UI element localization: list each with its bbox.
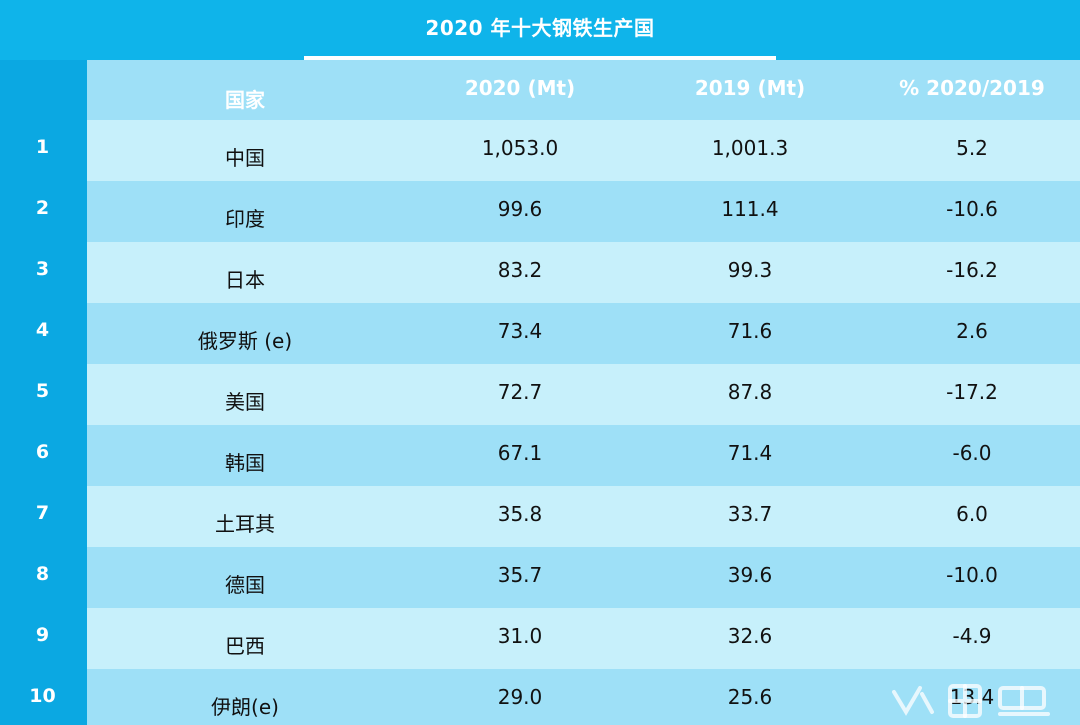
- header-country: 国家: [225, 88, 265, 112]
- rank-number: 2: [35, 197, 50, 219]
- table-row: 中国 1,053.0 1,001.3 5.2: [87, 120, 1080, 181]
- value-2020-cell: 35.8: [497, 502, 543, 526]
- country-cell: 德国: [225, 573, 265, 597]
- watermark-logo: [892, 684, 1050, 718]
- title-bar: 2020 年十大钢铁生产国: [0, 0, 1080, 61]
- value-2019-cell: 32.6: [727, 624, 773, 648]
- value-2019-cell: 99.3: [727, 258, 773, 282]
- country-cell: 伊朗(e): [211, 695, 279, 719]
- country-cell: 土耳其: [215, 512, 275, 536]
- value-2020-cell: 35.7: [497, 563, 543, 587]
- pct-change-cell: 13.4: [949, 685, 995, 709]
- rank-number: 5: [35, 380, 50, 402]
- value-2020-cell: 73.4: [497, 319, 543, 343]
- value-2020-cell: 99.6: [497, 197, 543, 221]
- pct-change-cell: -10.6: [946, 197, 998, 221]
- country-cell: 美国: [225, 390, 265, 414]
- table-row: 巴西 31.0 32.6 -4.9: [87, 608, 1080, 669]
- pct-change-cell: -10.0: [946, 563, 998, 587]
- value-2019-cell: 87.8: [727, 380, 773, 404]
- value-2019-cell: 1,001.3: [711, 136, 789, 160]
- rank-number: 8: [35, 563, 50, 585]
- country-cell: 印度: [225, 207, 265, 231]
- value-2020-cell: 1,053.0: [481, 136, 559, 160]
- table-row: 德国 35.7 39.6 -10.0: [87, 547, 1080, 608]
- rank-number: 6: [35, 441, 50, 463]
- table-header: 国家 2020 (Mt) 2019 (Mt) % 2020/2019: [87, 60, 1080, 120]
- table-row: 日本 83.2 99.3 -16.2: [87, 242, 1080, 303]
- rank-number: 7: [35, 502, 50, 524]
- header-2020: 2020 (Mt): [464, 76, 576, 100]
- value-2019-cell: 111.4: [721, 197, 779, 221]
- value-2019-cell: 39.6: [727, 563, 773, 587]
- value-2020-cell: 29.0: [497, 685, 543, 709]
- value-2020-cell: 72.7: [497, 380, 543, 404]
- country-cell: 巴西: [225, 634, 265, 658]
- header-pct: % 2020/2019: [899, 76, 1045, 100]
- table-row: 俄罗斯 (e) 73.4 71.6 2.6: [87, 303, 1080, 364]
- value-2019-cell: 71.4: [727, 441, 773, 465]
- value-2019-cell: 71.6: [727, 319, 773, 343]
- rank-number: 1: [35, 136, 50, 158]
- value-2020-cell: 67.1: [497, 441, 543, 465]
- table-row: 韩国 67.1 71.4 -6.0: [87, 425, 1080, 486]
- rank-number: 10: [29, 685, 56, 707]
- watermark-logo-mark: [892, 684, 1050, 718]
- rank-column: [0, 60, 87, 725]
- title-underline: [304, 56, 776, 61]
- table-row: 美国 72.7 87.8 -17.2: [87, 364, 1080, 425]
- table-row: 土耳其 35.8 33.7 6.0: [87, 486, 1080, 547]
- value-2019-cell: 33.7: [727, 502, 773, 526]
- pct-change-cell: 6.0: [956, 502, 988, 526]
- pct-change-cell: -17.2: [946, 380, 998, 404]
- pct-change-cell: 2.6: [956, 319, 988, 343]
- country-cell: 中国: [225, 146, 265, 170]
- country-cell: 韩国: [225, 451, 265, 475]
- table-row: 印度 99.6 111.4 -10.6: [87, 181, 1080, 242]
- rank-number: 3: [35, 258, 50, 280]
- value-2020-cell: 83.2: [497, 258, 543, 282]
- rank-number: 4: [35, 319, 50, 341]
- country-cell: 俄罗斯 (e): [197, 329, 293, 353]
- value-2020-cell: 31.0: [497, 624, 543, 648]
- country-cell: 日本: [225, 268, 265, 292]
- table-title: 2020 年十大钢铁生产国: [425, 16, 655, 40]
- rank-number: 9: [35, 624, 50, 646]
- pct-change-cell: -16.2: [946, 258, 998, 282]
- header-2019: 2019 (Mt): [694, 76, 806, 100]
- pct-change-cell: -4.9: [952, 624, 992, 648]
- value-2019-cell: 25.6: [727, 685, 773, 709]
- pct-change-cell: -6.0: [952, 441, 992, 465]
- pct-change-cell: 5.2: [956, 136, 988, 160]
